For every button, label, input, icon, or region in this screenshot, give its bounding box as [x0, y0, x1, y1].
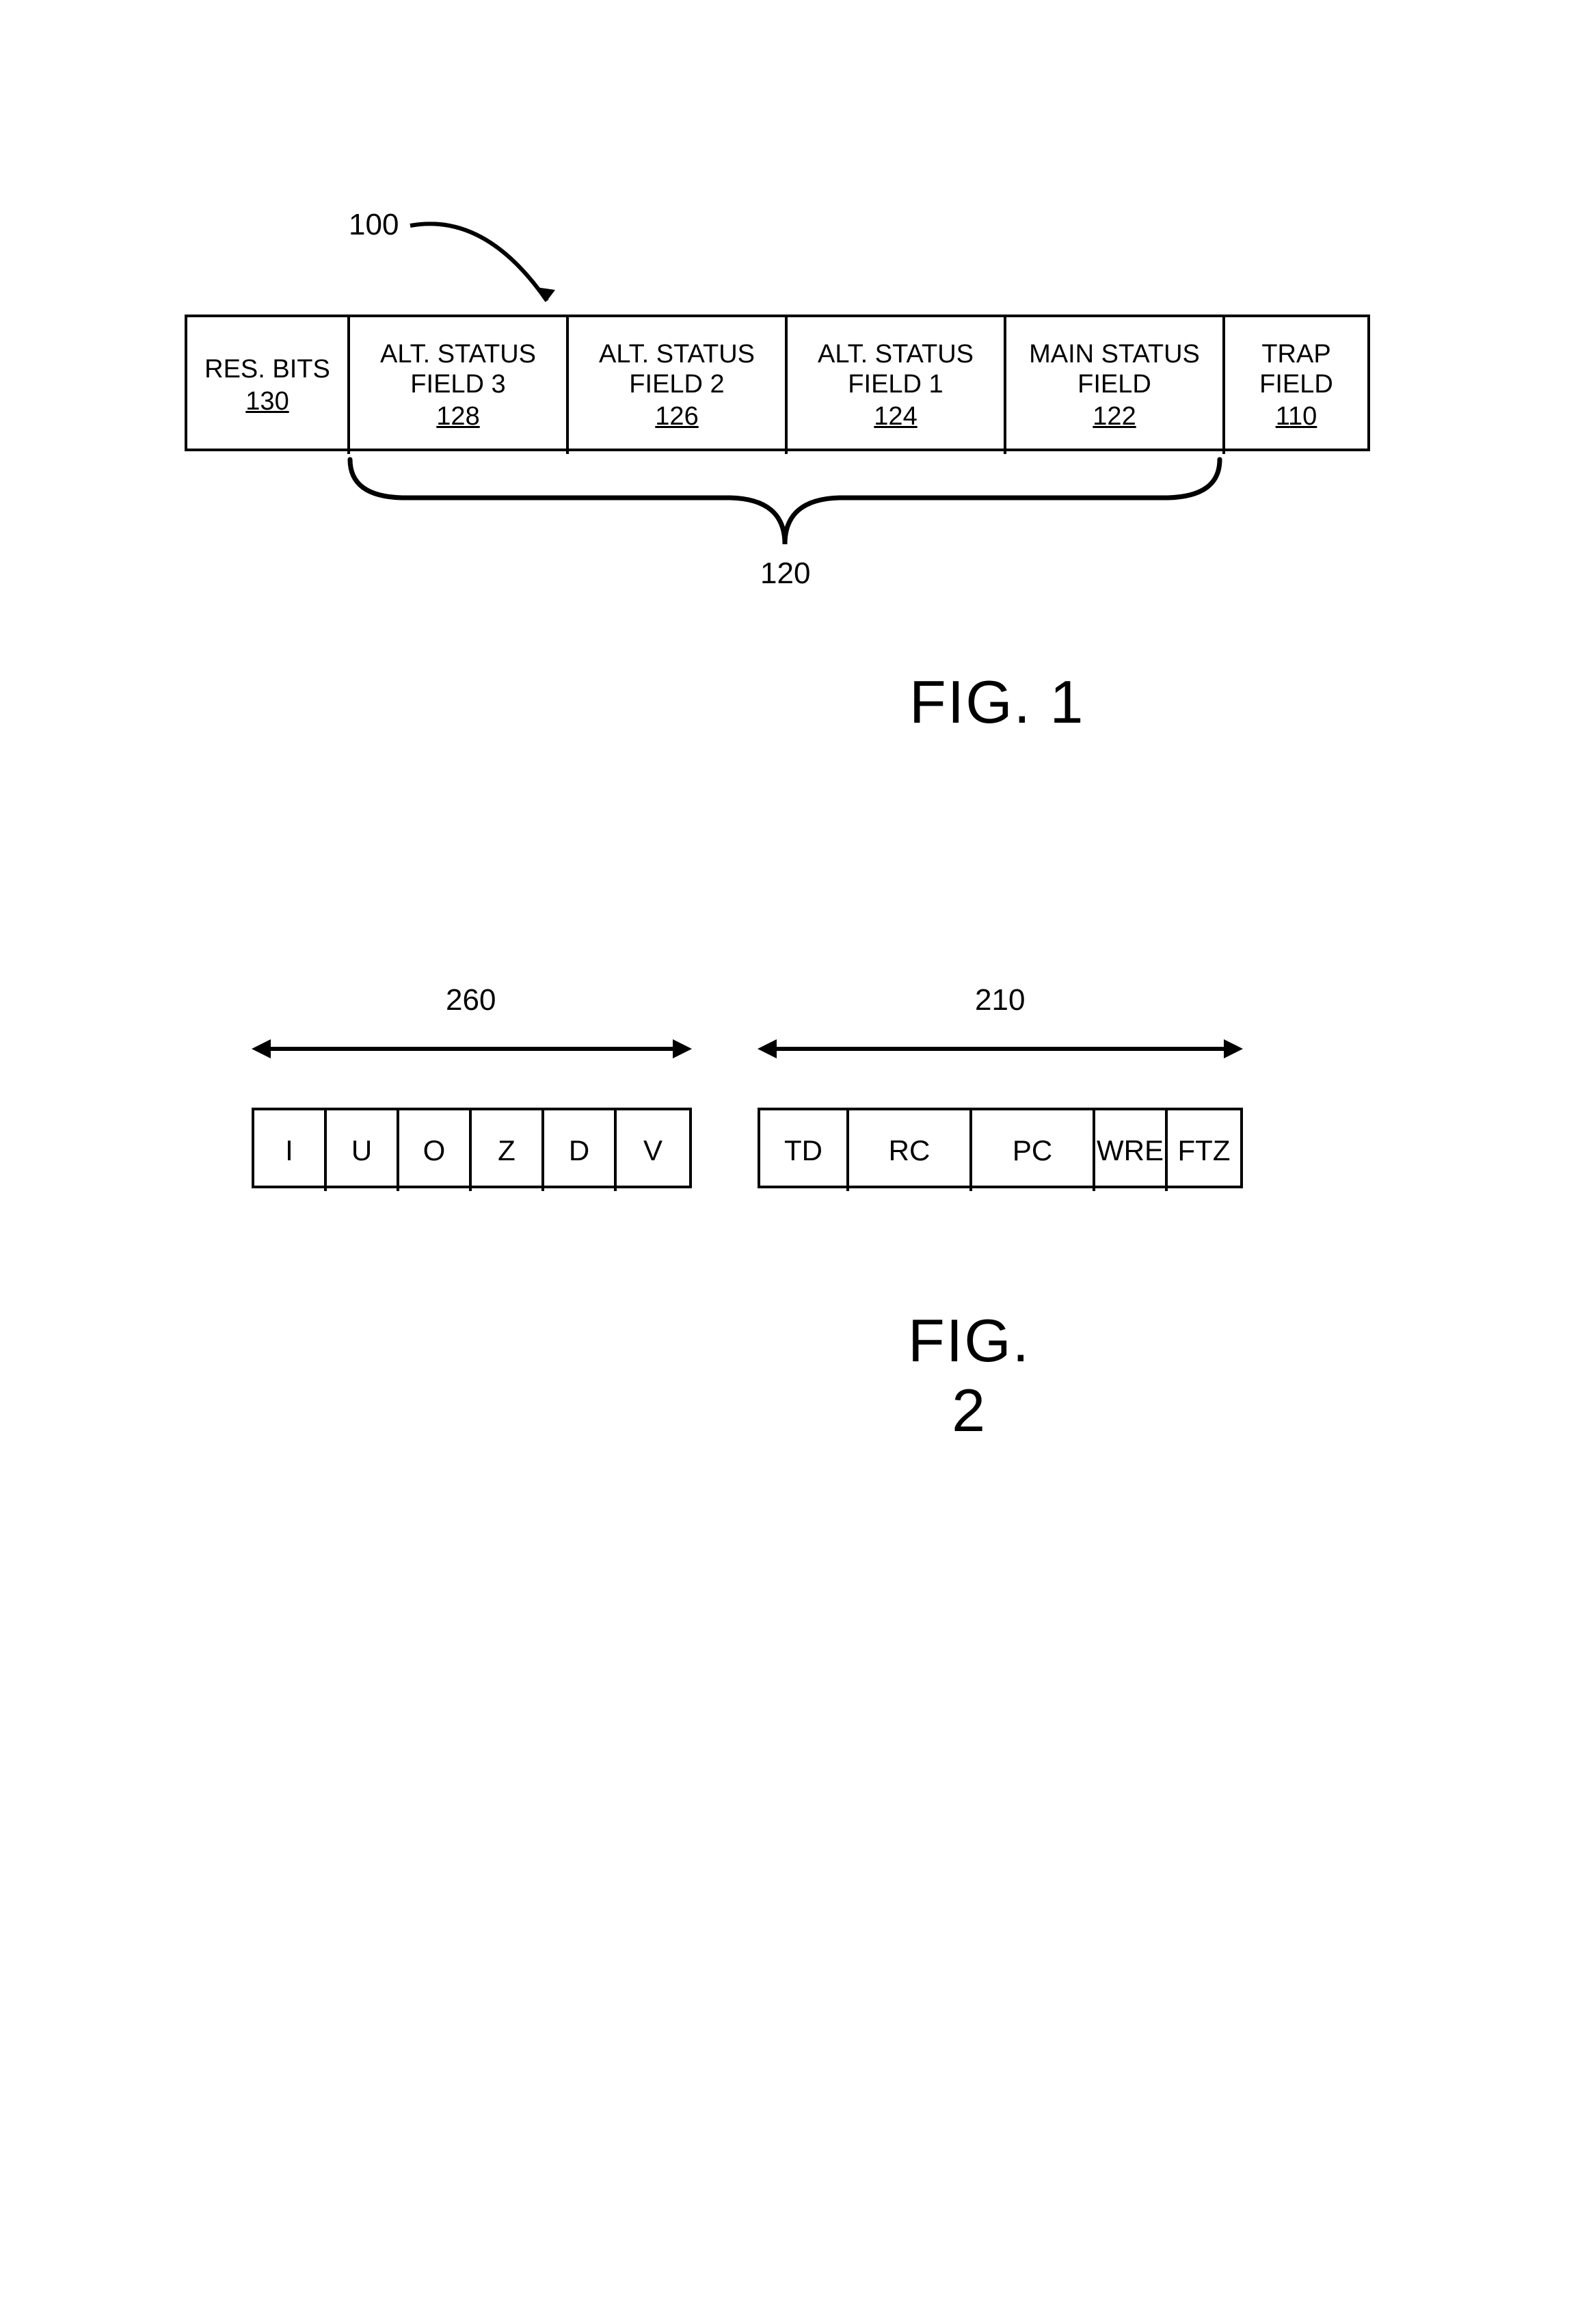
fig1-cell-ref: 122	[1093, 402, 1136, 431]
fig2-caption: FIG. 2	[908, 1306, 1030, 1445]
fig2-right-cell: TD	[760, 1110, 849, 1191]
fig2-cell-label: D	[569, 1134, 589, 1167]
fig2-cell-label: O	[423, 1134, 446, 1167]
fig2-right-ref: 210	[975, 983, 1025, 1017]
fig1-brace-number: 120	[760, 557, 810, 591]
fig1-cell-ref: 124	[874, 402, 917, 431]
fig2-cell-label: WRE	[1097, 1134, 1164, 1167]
fig2-cell-label: PC	[1013, 1134, 1052, 1167]
fig1-cell-ref: 126	[655, 402, 698, 431]
fig2-left-arrow	[252, 1028, 692, 1069]
fig1-cell-label: ALT. STATUS FIELD 2	[569, 340, 785, 399]
fig2-right-cell: WRE	[1095, 1110, 1168, 1191]
fig2-cell-label: FTZ	[1178, 1134, 1231, 1167]
fig1-register-row: RES. BITS 130 ALT. STATUS FIELD 3 128 AL…	[185, 315, 1370, 451]
fig2-left-cell: D	[544, 1110, 617, 1191]
fig1-caption: FIG. 1	[909, 667, 1085, 737]
fig1-cell-alt1: ALT. STATUS FIELD 1 124	[788, 317, 1006, 454]
fig2-left-cell: Z	[472, 1110, 544, 1191]
fig2-right-arrow	[758, 1028, 1243, 1069]
fig1-ref-number: 100	[349, 208, 399, 242]
figure-1: 100 RES. BITS 130 ALT. STATUS FIELD 3 12…	[185, 315, 1370, 451]
fig2-right-cell: FTZ	[1168, 1110, 1240, 1191]
fig2-left-ref: 260	[446, 983, 496, 1017]
fig2-right-cell: PC	[972, 1110, 1095, 1191]
fig2-cell-label: U	[351, 1134, 372, 1167]
fig1-cell-ref: 110	[1276, 402, 1317, 431]
fig2-cell-label: V	[643, 1134, 662, 1167]
fig2-right-cell: RC	[849, 1110, 972, 1191]
fig2-left-cell: I	[254, 1110, 327, 1191]
fig2-left-cell: V	[617, 1110, 689, 1191]
fig1-brace	[347, 455, 1229, 572]
fig2-cell-label: TD	[784, 1134, 822, 1167]
fig1-ref-arrow	[403, 219, 581, 321]
fig2-left-cell: U	[327, 1110, 399, 1191]
fig2-left-cell: O	[399, 1110, 472, 1191]
fig1-cell-label: ALT. STATUS FIELD 3	[350, 340, 566, 399]
fig1-cell-res-bits: RES. BITS 130	[187, 317, 350, 454]
fig1-cell-label: MAIN STATUS FIELD	[1006, 340, 1222, 399]
fig1-cell-trap: TRAP FIELD 110	[1225, 317, 1367, 454]
fig1-cell-label: TRAP FIELD	[1225, 340, 1367, 399]
fig2-cell-label: I	[285, 1134, 293, 1167]
fig2-cell-label: RC	[889, 1134, 930, 1167]
fig1-cell-ref: 130	[245, 387, 289, 416]
fig1-cell-main: MAIN STATUS FIELD 122	[1006, 317, 1225, 454]
fig2-left-row: I U O Z D V	[252, 1108, 692, 1188]
fig1-cell-label: ALT. STATUS FIELD 1	[788, 340, 1004, 399]
fig2-right-row: TD RC PC WRE FTZ	[758, 1108, 1243, 1188]
fig1-cell-alt2: ALT. STATUS FIELD 2 126	[569, 317, 788, 454]
fig1-cell-ref: 128	[436, 402, 479, 431]
fig1-cell-label: RES. BITS	[204, 355, 330, 385]
fig1-cell-alt3: ALT. STATUS FIELD 3 128	[350, 317, 569, 454]
fig2-cell-label: Z	[498, 1134, 515, 1167]
